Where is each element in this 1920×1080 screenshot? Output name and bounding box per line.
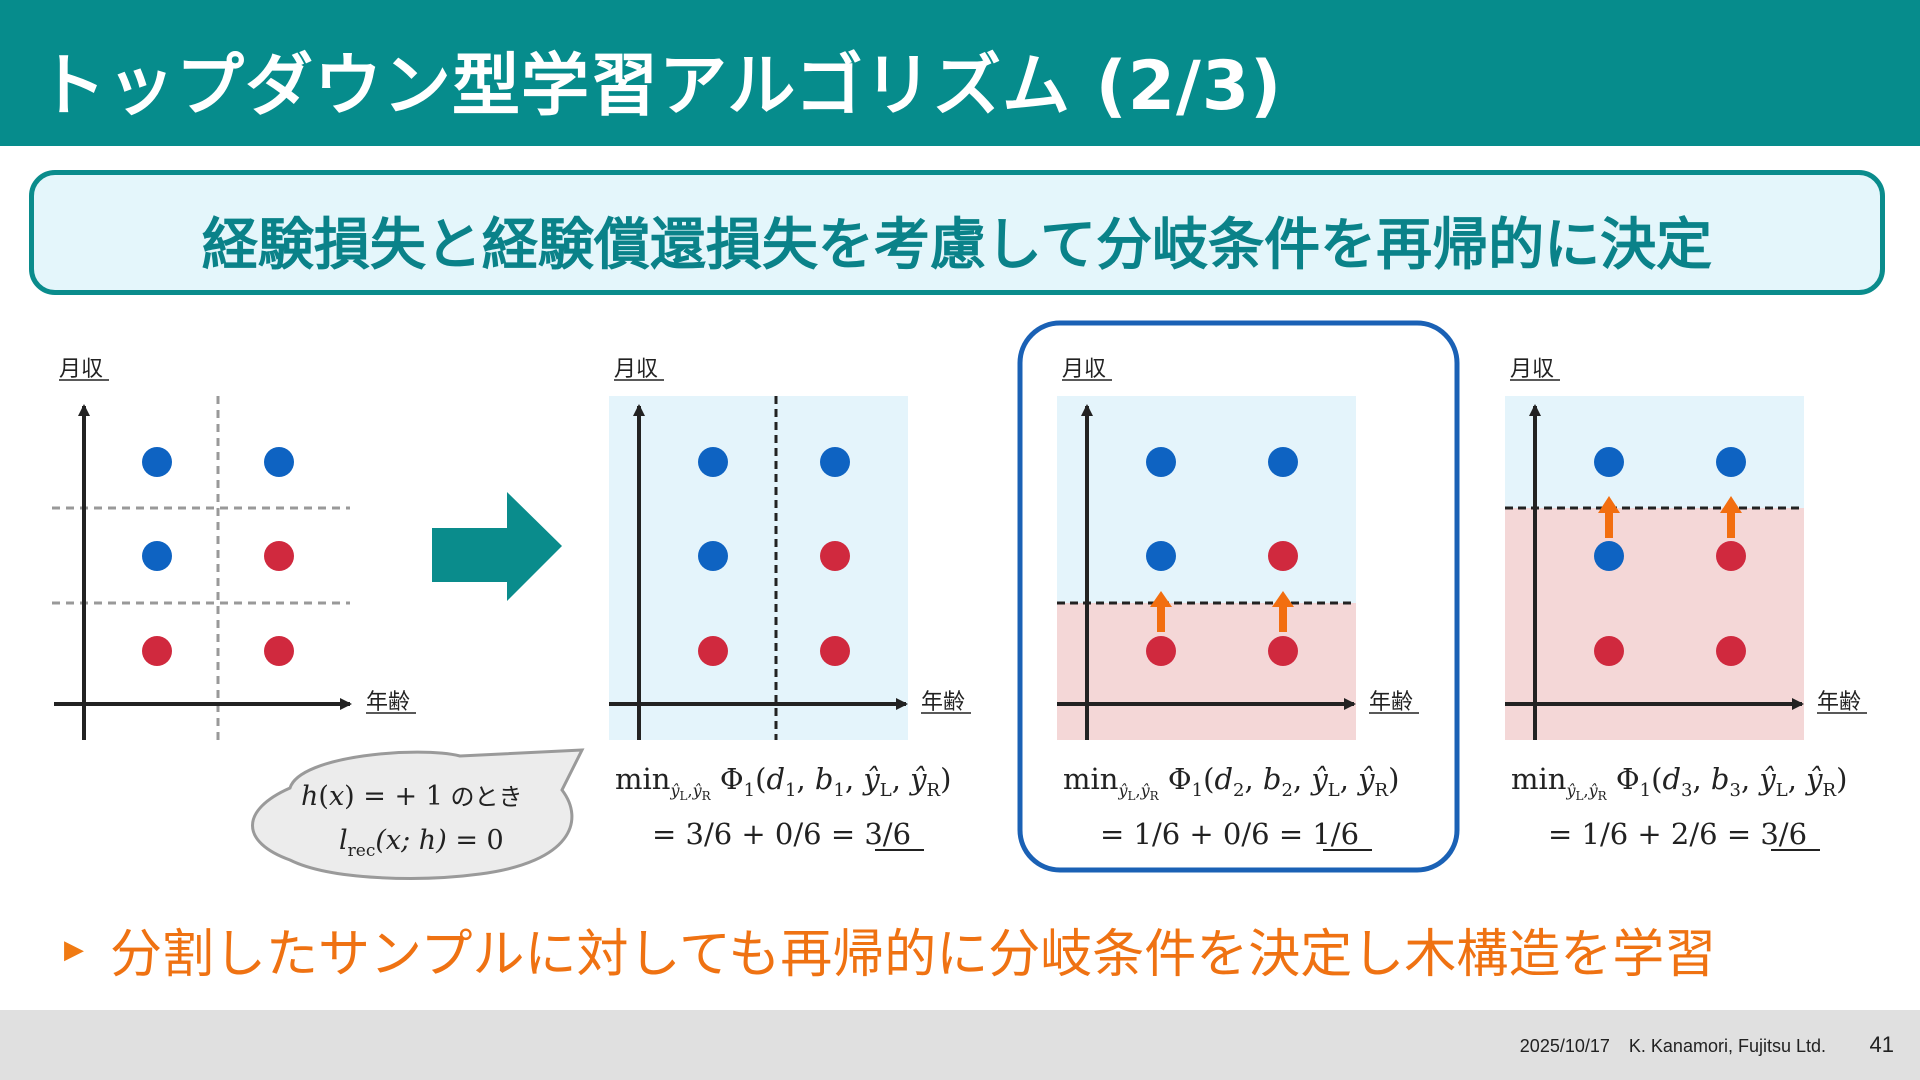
data-point-red (142, 636, 172, 666)
panel-split-3: 月収 年齢 minŷL,ŷR Φ1(d3, b3, ŷL, ŷR) = 1/6 … (1505, 357, 1867, 851)
objective-formula: minŷL,ŷR Φ1(d1, b1, ŷL, ŷR) (615, 762, 951, 803)
region-upper (1057, 396, 1356, 603)
loss-result: = 1/6 + 0/6 = 1/6 (1100, 817, 1359, 851)
svg-text:h(x) = + 1 のとき: h(x) = + 1 のとき (301, 781, 523, 812)
recourse-arrow (1150, 591, 1172, 632)
footer-bar: 2025/10/17 K. Kanamori, Fujitsu Ltd. 41 (0, 1010, 1920, 1080)
data-point-red (1716, 636, 1746, 666)
data-point-blue (820, 447, 850, 477)
svg-text:lrec(x; h) = 0: lrec(x; h) = 0 (339, 825, 504, 861)
recourse-arrow (1720, 496, 1742, 538)
region-lower (1057, 603, 1356, 740)
loss-result: = 1/6 + 2/6 = 3/6 (1548, 817, 1807, 851)
page-number: 41 (1869, 1032, 1894, 1057)
region-lower (1505, 508, 1804, 740)
x-axis-label: 年齢 (1817, 690, 1861, 715)
panel-split-2: 月収 年齢 minŷL,ŷR Φ1(d2, b2, ŷL, ŷR) = 1/6 … (1057, 357, 1419, 851)
footer-author: K. Kanamori, Fujitsu Ltd. (1628, 1036, 1826, 1056)
y-axis-label: 月収 (1062, 357, 1106, 382)
data-point-red (1716, 541, 1746, 571)
bullet-item: ▶ 分割したサンプルに対しても再帰的に分岐条件を決定し木構造を学習 (64, 912, 1716, 987)
data-point-blue (1716, 447, 1746, 477)
y-axis-label: 月収 (614, 357, 658, 382)
data-point-blue (142, 447, 172, 477)
key-message-text: 経験損失と経験償還損失を考慮して分岐条件を再帰的に決定 (201, 213, 1713, 278)
region-upper (1505, 396, 1804, 508)
data-point-red (1268, 541, 1298, 571)
data-point-blue (1146, 447, 1176, 477)
data-point-red (820, 636, 850, 666)
data-point-blue (1268, 447, 1298, 477)
data-point-red (1594, 636, 1624, 666)
data-point-blue (264, 447, 294, 477)
slide-title: トップダウン型学習アルゴリズム (2/3) (38, 47, 1283, 126)
footer-info: 2025/10/17 K. Kanamori, Fujitsu Ltd. (1506, 1036, 1826, 1057)
y-axis-label: 月収 (1510, 357, 1554, 382)
panel-split-1: 月収 年齢 minŷL,ŷR Φ1(d1, b1, ŷL, ŷR) = 3/6 … (609, 357, 971, 851)
data-point-blue (142, 541, 172, 571)
objective-formula: minŷL,ŷR Φ1(d3, b3, ŷL, ŷR) (1511, 762, 1847, 803)
data-point-red (1268, 636, 1298, 666)
x-axis-label: 年齢 (1369, 690, 1413, 715)
data-point-blue (698, 541, 728, 571)
x-axis-label: 年齢 (921, 690, 965, 715)
recourse-arrow (1598, 496, 1620, 538)
key-message-box: 経験損失と経験償還損失を考慮して分岐条件を再帰的に決定 (29, 170, 1885, 295)
data-point-blue (698, 447, 728, 477)
data-point-red (820, 541, 850, 571)
data-point-red (264, 636, 294, 666)
speech-bubble: h(x) = + 1 のとき lrec(x; h) = 0 (251, 748, 585, 880)
loss-result: = 3/6 + 0/6 = 3/6 (652, 817, 911, 851)
x-axis-label: 年齢 (366, 690, 410, 715)
data-point-red (264, 541, 294, 571)
data-point-red (698, 636, 728, 666)
y-axis-label: 月収 (59, 357, 103, 382)
header-bar: トップダウン型学習アルゴリズム (2/3) (0, 0, 1920, 146)
selected-split-highlight (1017, 320, 1460, 873)
data-point-red (1146, 636, 1176, 666)
recourse-arrow (1272, 591, 1294, 632)
region-left (609, 396, 908, 740)
footer-date: 2025/10/17 (1519, 1036, 1610, 1056)
transition-arrow (432, 492, 562, 601)
data-point-blue (1594, 447, 1624, 477)
objective-formula: minŷL,ŷR Φ1(d2, b2, ŷL, ŷR) (1063, 762, 1399, 803)
data-point-blue (1146, 541, 1176, 571)
data-point-blue (1594, 541, 1624, 571)
panel-original: 月収 年齢 (52, 357, 416, 740)
bullet-triangle-icon: ▶ (64, 934, 84, 965)
bullet-text: 分割したサンプルに対しても再帰的に分岐条件を決定し木構造を学習 (110, 925, 1717, 985)
